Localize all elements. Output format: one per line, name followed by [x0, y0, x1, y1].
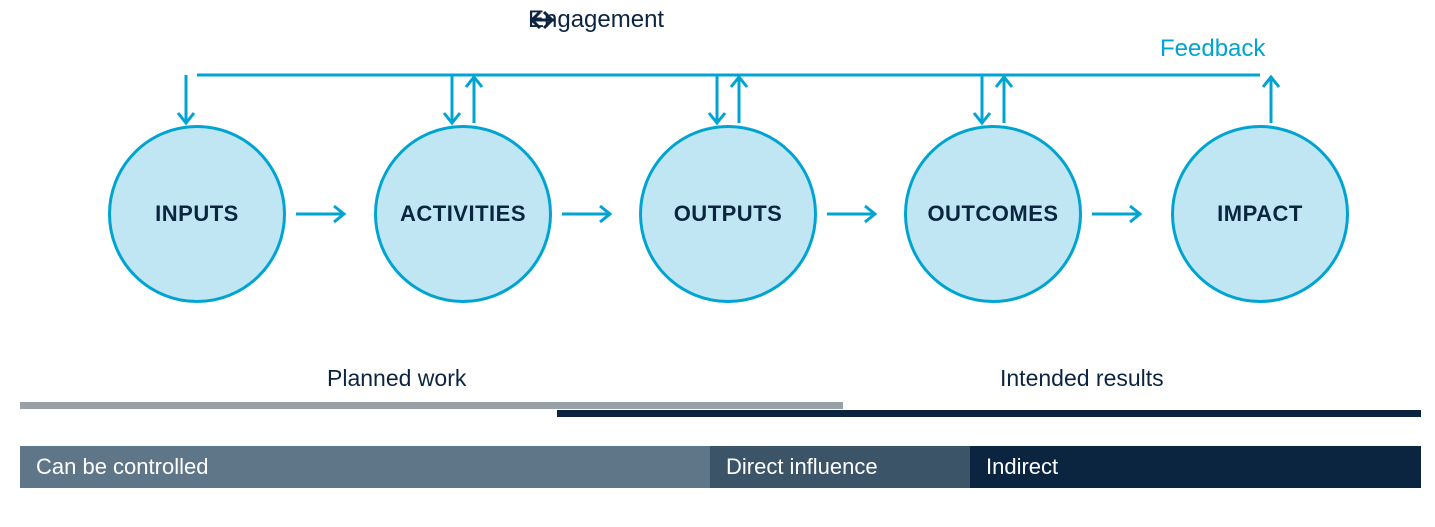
band-label-direct: Direct influence: [726, 454, 878, 480]
band-indirect: Indirect: [970, 446, 1421, 488]
flow-arrows: [0, 0, 1435, 330]
intended-results-text: Intended results: [1000, 365, 1164, 391]
flow-arrow-icon: [562, 206, 610, 222]
planned-work-bar: [20, 402, 843, 409]
planned-work-label: Planned work: [327, 365, 466, 392]
band-direct: Direct influence: [710, 446, 970, 488]
band-label-indirect: Indirect: [986, 454, 1058, 480]
planned-work-text: Planned work: [327, 365, 466, 391]
flow-arrow-icon: [296, 206, 344, 222]
band-controlled: Can be controlled: [20, 446, 710, 488]
band-label-controlled: Can be controlled: [36, 454, 208, 480]
intended-results-bar: [557, 410, 1421, 417]
flow-arrow-icon: [1092, 206, 1140, 222]
flow-arrow-icon: [827, 206, 875, 222]
logic-model-diagram: Engagement Feedback INPUTSACTIVITIESOUTP…: [0, 0, 1435, 527]
intended-results-label: Intended results: [1000, 365, 1164, 392]
